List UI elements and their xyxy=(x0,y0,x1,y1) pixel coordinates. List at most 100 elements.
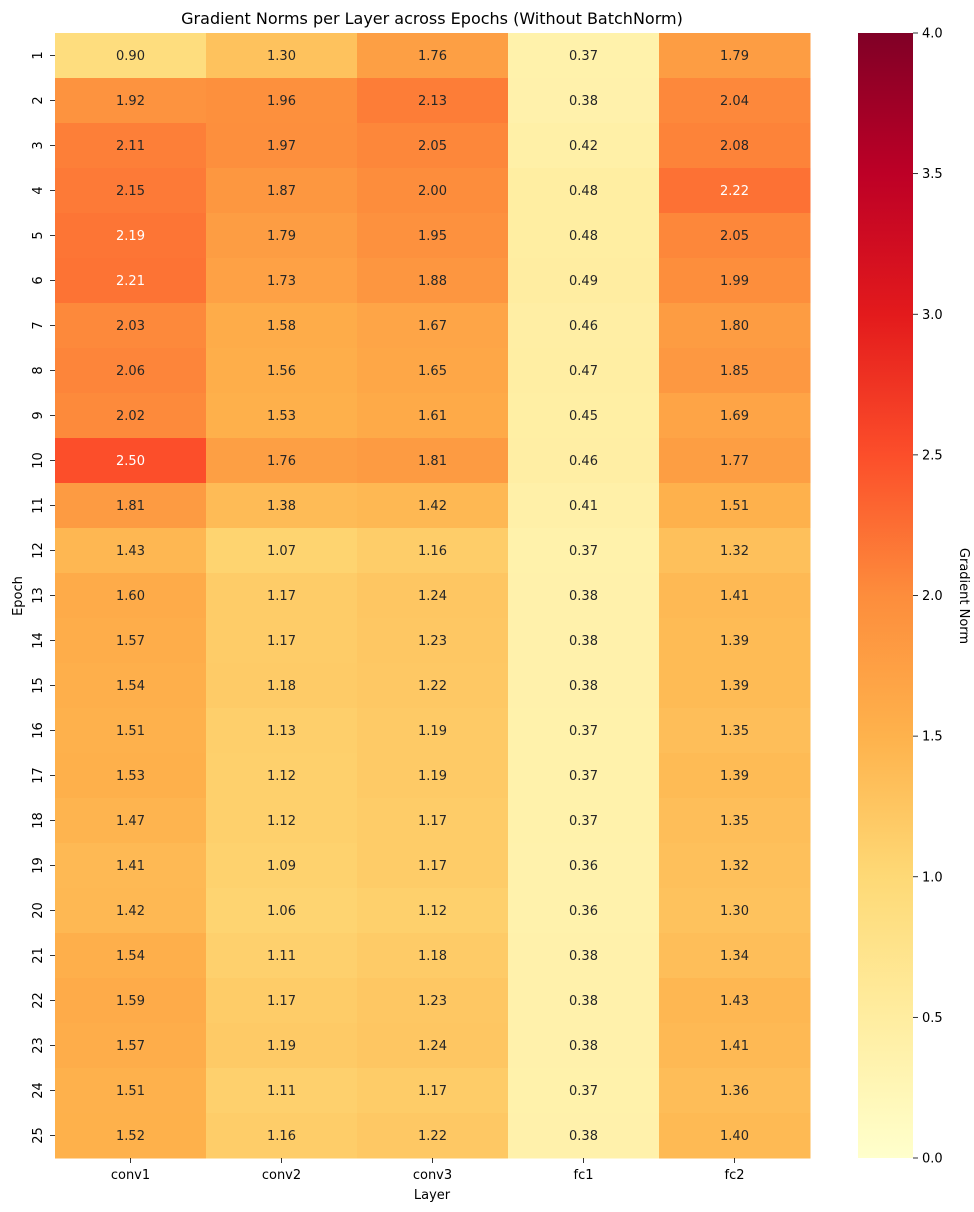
cell-value-label: 1.12 xyxy=(267,814,296,829)
heatmap-cells xyxy=(55,33,811,1159)
heatmap-cell xyxy=(508,618,660,664)
cell-value-label: 1.76 xyxy=(418,49,447,64)
cell-value-label: 1.79 xyxy=(267,229,296,244)
heatmap-cell xyxy=(357,1113,509,1159)
cell-value-label: 1.13 xyxy=(267,724,296,739)
heatmap-cell xyxy=(357,393,509,439)
heatmap-cell xyxy=(206,123,358,169)
heatmap-cell xyxy=(206,528,358,574)
cell-value-label: 1.85 xyxy=(720,364,749,379)
y-tick-label: 15 xyxy=(31,677,46,694)
heatmap-cell xyxy=(55,978,207,1024)
heatmap-cell xyxy=(55,123,207,169)
heatmap-cell xyxy=(659,483,811,529)
cell-value-label: 1.24 xyxy=(418,589,447,604)
cell-value-label: 0.38 xyxy=(569,994,598,1009)
cell-value-label: 0.37 xyxy=(569,544,598,559)
heatmap-cell xyxy=(206,618,358,664)
heatmap-cell xyxy=(357,303,509,349)
cell-value-label: 2.15 xyxy=(116,184,145,199)
heatmap-cell xyxy=(206,1113,358,1159)
y-tick-label: 8 xyxy=(31,366,46,374)
heatmap-cell xyxy=(659,258,811,304)
cell-value-label: 0.47 xyxy=(569,364,598,379)
x-axis-label: Layer xyxy=(414,1188,451,1203)
heatmap-cell xyxy=(55,438,207,484)
cell-value-label: 1.69 xyxy=(720,409,749,424)
y-tick-label: 7 xyxy=(31,321,46,329)
cell-value-label: 1.60 xyxy=(116,589,145,604)
heatmap-cell xyxy=(357,618,509,664)
heatmap-cell xyxy=(206,888,358,934)
heatmap-cell xyxy=(508,663,660,709)
heatmap-cell xyxy=(659,1023,811,1069)
cell-value-label: 1.17 xyxy=(267,589,296,604)
cell-value-label: 1.19 xyxy=(418,769,447,784)
cell-value-label: 0.37 xyxy=(569,1084,598,1099)
heatmap-cell xyxy=(206,483,358,529)
y-tick-label: 25 xyxy=(31,1127,46,1144)
cell-value-label: 1.96 xyxy=(267,94,296,109)
cell-value-label: 1.12 xyxy=(267,769,296,784)
chart-title: Gradient Norms per Layer across Epochs (… xyxy=(181,9,683,28)
heatmap-cell xyxy=(508,438,660,484)
y-tick-label: 24 xyxy=(31,1082,46,1099)
heatmap-cell xyxy=(659,888,811,934)
y-tick-label: 9 xyxy=(31,411,46,419)
cell-value-label: 1.17 xyxy=(418,814,447,829)
cell-value-label: 2.21 xyxy=(116,274,145,289)
cell-value-label: 1.41 xyxy=(720,1039,749,1054)
y-tick-label: 6 xyxy=(31,276,46,284)
heatmap-cell xyxy=(55,213,207,259)
cell-value-label: 1.76 xyxy=(267,454,296,469)
cell-value-label: 2.05 xyxy=(418,139,447,154)
heatmap-cell xyxy=(508,303,660,349)
cell-value-label: 1.17 xyxy=(418,1084,447,1099)
heatmap-cell xyxy=(357,798,509,844)
heatmap-cell xyxy=(357,33,509,79)
cell-value-label: 1.22 xyxy=(418,1129,447,1144)
cell-value-label: 1.34 xyxy=(720,949,749,964)
heatmap-cell xyxy=(508,78,660,124)
heatmap-cell xyxy=(206,1023,358,1069)
heatmap-cell xyxy=(206,573,358,619)
y-tick-label: 12 xyxy=(31,542,46,559)
cell-value-label: 1.22 xyxy=(418,679,447,694)
heatmap-cell xyxy=(55,573,207,619)
heatmap-cell xyxy=(206,393,358,439)
heatmap-cell xyxy=(55,258,207,304)
heatmap-cell xyxy=(206,1068,358,1114)
y-tick-label: 1 xyxy=(31,51,46,59)
heatmap-cell xyxy=(659,663,811,709)
cell-value-label: 1.32 xyxy=(720,859,749,874)
heatmap-cell xyxy=(357,663,509,709)
heatmap-cell xyxy=(357,123,509,169)
heatmap-cell xyxy=(659,573,811,619)
cell-value-label: 1.30 xyxy=(267,49,296,64)
cell-value-label: 1.97 xyxy=(267,139,296,154)
cell-value-label: 1.11 xyxy=(267,949,296,964)
cell-value-label: 1.59 xyxy=(116,994,145,1009)
cell-value-label: 1.32 xyxy=(720,544,749,559)
heatmap-cell xyxy=(659,348,811,394)
heatmap-cell xyxy=(659,933,811,979)
cell-value-label: 1.06 xyxy=(267,904,296,919)
heatmap-cell xyxy=(659,33,811,79)
cell-value-label: 1.17 xyxy=(418,859,447,874)
heatmap-cell xyxy=(206,438,358,484)
heatmap-cell xyxy=(508,123,660,169)
x-tick-label: fc1 xyxy=(574,1168,594,1183)
heatmap-cell xyxy=(357,978,509,1024)
cell-value-label: 0.48 xyxy=(569,184,598,199)
heatmap-cell xyxy=(659,213,811,259)
heatmap-cell xyxy=(659,123,811,169)
heatmap-cell xyxy=(55,483,207,529)
heatmap-cell xyxy=(206,348,358,394)
heatmap-cell xyxy=(357,708,509,754)
cell-value-label: 0.38 xyxy=(569,679,598,694)
cell-value-label: 1.54 xyxy=(116,679,145,694)
cell-value-label: 2.08 xyxy=(720,139,749,154)
colorbar-tick-label: 3.0 xyxy=(922,308,943,323)
y-tick-label: 20 xyxy=(31,902,46,919)
heatmap-cell xyxy=(508,1068,660,1114)
